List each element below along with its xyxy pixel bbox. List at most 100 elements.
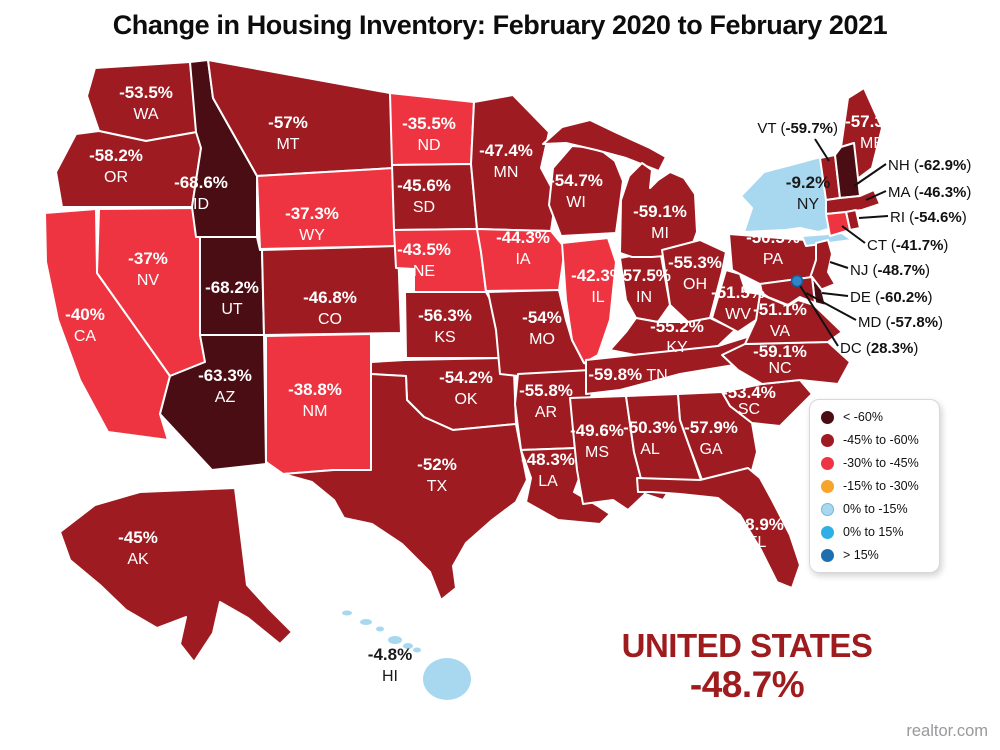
callout-line-NJ xyxy=(829,261,849,269)
callout-label-CT: CT (-41.7%) xyxy=(867,237,948,254)
state-shape-NJ xyxy=(809,239,836,291)
state-shape-HI-island xyxy=(388,636,402,644)
state-label-OR: -58.2% OR xyxy=(89,146,143,186)
state-shape-AK xyxy=(59,487,293,663)
legend-color-dot xyxy=(821,410,834,424)
state-label-ID: -68.6% ID xyxy=(174,173,228,213)
state-shape-NE xyxy=(393,228,487,293)
state-label-MS: -49.6% MS xyxy=(570,421,624,461)
state-label-KS: -56.3% KS xyxy=(418,306,472,346)
legend-item-label: 0% to -15% xyxy=(843,502,908,516)
dc-marker-dot xyxy=(790,274,804,288)
legend-item-label: < -60% xyxy=(843,410,883,424)
state-label-IL: -42.3% IL xyxy=(571,266,625,306)
state-label-NV: -37% NV xyxy=(128,249,168,289)
state-shape-MI xyxy=(542,119,667,172)
state-shape-WV xyxy=(711,269,761,333)
realtor-watermark: realtor.com xyxy=(906,722,988,740)
legend-item-label: > 15% xyxy=(843,548,879,562)
state-label-KY: -55.2% KY xyxy=(650,317,704,356)
callout-line-VT xyxy=(814,138,830,162)
state-shape-CT xyxy=(825,211,851,237)
state-shape-NY xyxy=(740,155,833,233)
state-label-SC: -53.4% SC xyxy=(722,383,776,418)
legend-color-dot xyxy=(821,456,834,470)
state-label-AR: -55.8% AR xyxy=(519,381,573,421)
legend: < -60% -45% to -60% -30% to -45% -15% to -3… xyxy=(809,399,940,573)
state-shape-HI-island xyxy=(376,626,384,632)
state-label-HI: -4.8% HI xyxy=(368,645,412,685)
callout-line-MA xyxy=(865,190,887,201)
state-label-WI: -54.7% WI xyxy=(549,171,603,211)
state-label-WY: -37.3% WY xyxy=(285,204,339,244)
legend-color-dot xyxy=(821,479,834,493)
state-label-MT: -57% MT xyxy=(268,113,308,153)
us-total-summary: UNITED STATES -48.7% xyxy=(552,627,942,707)
state-label-MN: -47.4% MN xyxy=(479,141,533,181)
state-label-TX: -52% TX xyxy=(417,455,457,495)
state-label-SD: -45.6% SD xyxy=(397,176,451,216)
state-shape-OH xyxy=(661,239,727,323)
callout-label-MD: MD (-57.8%) xyxy=(858,314,943,331)
legend-color-dot xyxy=(821,525,834,539)
state-label-PA: -50.5% PA xyxy=(746,228,800,268)
state-label-FL: -48.9% FL xyxy=(730,515,784,551)
callout-line-MD xyxy=(805,292,857,321)
state-shape-HI-island xyxy=(342,610,352,616)
callout-line-RI xyxy=(858,215,889,219)
legend-item-6: > 15% xyxy=(821,548,928,562)
legend-item-0: < -60% xyxy=(821,410,928,424)
callout-label-NJ: NJ (-48.7%) xyxy=(850,262,930,279)
callout-line-CT xyxy=(841,225,866,244)
legend-item-3: -15% to -30% xyxy=(821,479,928,493)
state-shape-CO xyxy=(261,245,402,336)
legend-item-label: -45% to -60% xyxy=(843,433,919,447)
callout-line-NH xyxy=(853,163,887,187)
legend-item-2: -30% to -45% xyxy=(821,456,928,470)
state-shape-TX xyxy=(282,373,528,601)
state-shape-SD xyxy=(391,163,478,231)
state-shape-WI xyxy=(548,145,624,237)
callout-line-DE xyxy=(821,292,849,297)
callout-label-VT: VT (-59.7%) xyxy=(757,120,838,137)
state-label-AL: -50.3% AL xyxy=(623,418,677,458)
state-label-GA: -57.9% GA xyxy=(684,418,738,458)
state-shape-OR xyxy=(55,130,202,208)
legend-item-label: -30% to -45% xyxy=(843,456,919,470)
state-shape-HI-island xyxy=(413,647,421,653)
state-label-CO: -46.8% CO xyxy=(303,288,357,328)
state-label-IA: -44.3% IA xyxy=(496,228,550,268)
state-shape-HI-island xyxy=(403,643,413,649)
legend-color-dot xyxy=(821,548,834,562)
us-total-value: -48.7% xyxy=(689,664,805,706)
state-label-AZ: -63.3% AZ xyxy=(198,366,252,406)
legend-item-1: -45% to -60% xyxy=(821,433,928,447)
state-label-AK: -45% AK xyxy=(118,528,158,568)
callout-label-DC: DC (28.3%) xyxy=(840,340,918,357)
state-label-WV: -51.5% WV xyxy=(711,283,765,323)
state-label-TN: -59.8% TN xyxy=(588,365,667,384)
state-shape-MN xyxy=(470,94,557,232)
state-shape-NH xyxy=(834,142,861,199)
state-label-LA: -48.3% LA xyxy=(521,450,575,490)
legend-color-dot xyxy=(821,433,834,447)
legend-item-5: 0% to 15% xyxy=(821,525,928,539)
state-label-MI: -59.1% MI xyxy=(633,202,687,242)
callout-label-RI: RI (-54.6%) xyxy=(890,209,967,226)
state-label-NC: -59.1% NC xyxy=(753,342,807,377)
us-total-label: UNITED STATES xyxy=(621,627,873,664)
callout-line-DC xyxy=(798,283,839,347)
state-label-OH: -55.3% OH xyxy=(668,253,722,293)
state-label-UT: -68.2% UT xyxy=(205,278,259,318)
state-label-VA: -51.1% VA xyxy=(753,300,807,340)
state-shape-IN xyxy=(619,249,671,323)
state-label-MO: -54% MO xyxy=(522,308,562,348)
state-shape-KS xyxy=(404,291,504,359)
state-label-WA: -53.5% WA xyxy=(119,83,173,123)
state-shape-HI-island xyxy=(423,658,471,700)
state-shape-VA xyxy=(744,293,843,345)
state-label-NE: -43.5% NE xyxy=(397,240,451,280)
callout-label-MA: MA (-46.3%) xyxy=(888,184,971,201)
